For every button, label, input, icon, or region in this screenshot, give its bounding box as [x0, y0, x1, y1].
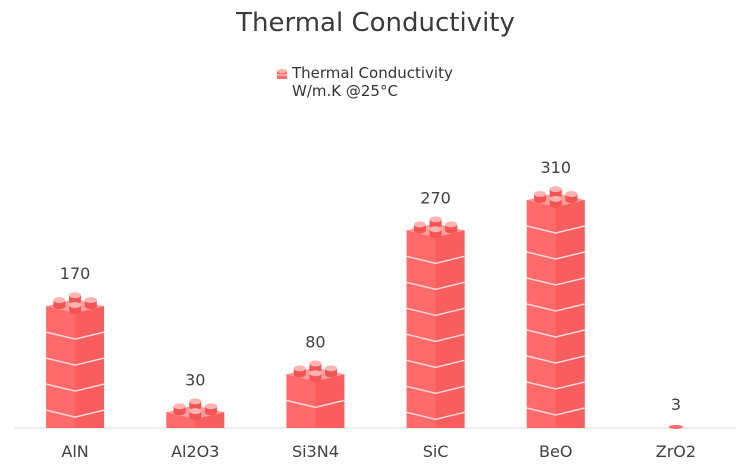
data-label-zro2: 3 [671, 395, 681, 414]
x-tick-label-zro2: ZrO2 [656, 442, 696, 461]
bar-si3n4 [286, 360, 345, 428]
data-label-beo: 310 [540, 158, 571, 177]
bar-aln [45, 292, 105, 428]
bar-zro2 [668, 425, 683, 429]
bar-sic [406, 216, 465, 428]
data-label-al2o3: 30 [185, 370, 205, 389]
legend: Thermal Conductivity W/m.K @25°C [276, 64, 453, 100]
data-label-si3n4: 80 [305, 332, 325, 351]
x-tick-label-aln: AlN [61, 442, 88, 461]
legend-brick-icon [277, 68, 287, 79]
bar-beo [526, 186, 585, 428]
x-tick-label-al2o3: Al2O3 [171, 442, 219, 461]
x-tick-label-si3n4: Si3N4 [292, 442, 339, 461]
data-label-aln: 170 [60, 264, 91, 283]
x-tick-label-beo: BeO [539, 442, 572, 461]
legend-label: Thermal Conductivity W/m.K @25°C [292, 64, 453, 100]
chart-title: Thermal Conductivity [236, 8, 515, 38]
bar-al2o3 [166, 398, 225, 428]
x-tick-label-sic: SiC [423, 442, 449, 461]
data-label-sic: 270 [420, 188, 451, 207]
